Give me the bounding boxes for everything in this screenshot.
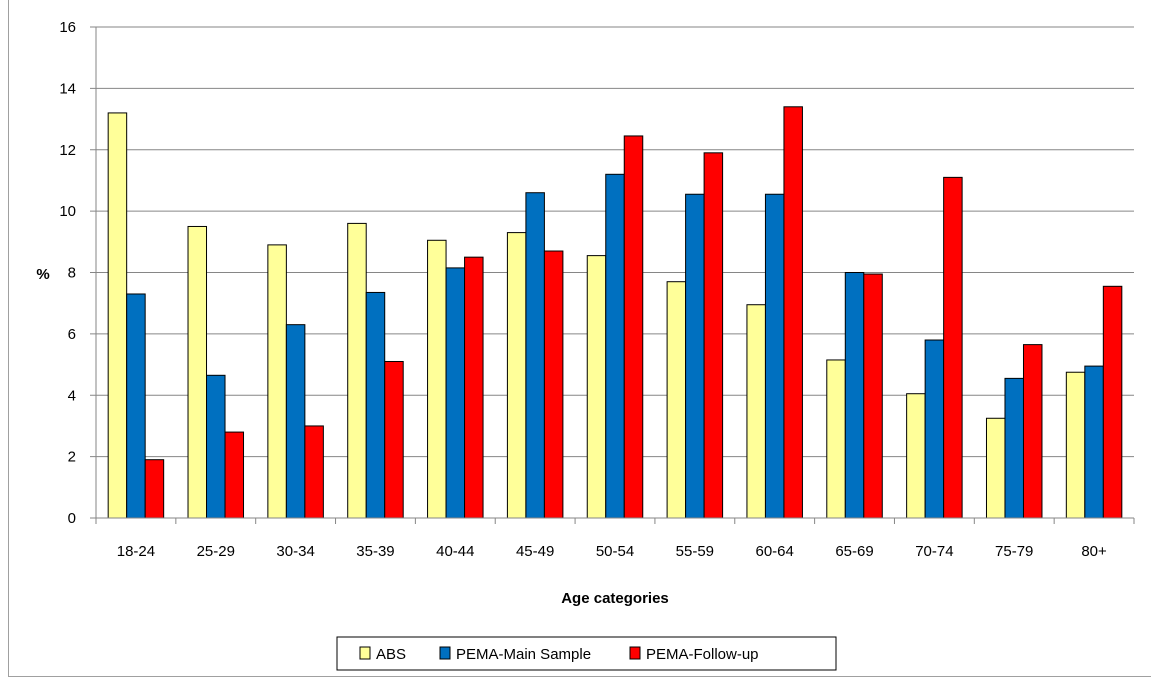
chart-frame — [8, 0, 1151, 677]
bar — [206, 374, 226, 519]
bar — [144, 459, 165, 519]
bar — [746, 304, 766, 519]
x-tick-label: 60-64 — [756, 543, 794, 560]
bar — [906, 393, 926, 519]
bar — [1084, 365, 1104, 519]
y-tick-label: 16 — [59, 19, 76, 36]
y-tick-label: 14 — [59, 80, 76, 97]
x-tick-label: 50-54 — [596, 543, 634, 560]
bar — [924, 339, 945, 519]
x-tick-label: 55-59 — [676, 543, 714, 560]
bar — [427, 239, 447, 519]
bar — [844, 272, 865, 519]
y-tick-label: 4 — [68, 387, 76, 404]
y-tick-label: 12 — [59, 142, 76, 159]
bar — [586, 255, 607, 519]
y-tick-label: 10 — [59, 203, 76, 220]
x-tick-label: 18-24 — [117, 543, 155, 560]
bar — [506, 232, 527, 519]
legend-swatch — [629, 646, 641, 660]
bar — [304, 425, 324, 519]
bar — [525, 192, 545, 519]
bar — [985, 417, 1006, 519]
y-axis-title: % — [36, 266, 49, 283]
y-tick-label: 6 — [68, 326, 76, 343]
x-tick-labels: 18-24 25-29 30-34 35-39 40-44 45-49 50-54 55-59… — [117, 543, 1107, 560]
bar — [783, 106, 803, 519]
bar — [863, 273, 883, 519]
bar — [445, 267, 466, 519]
x-tick-label: 40-44 — [436, 543, 474, 560]
bar — [107, 112, 128, 519]
x-tick-label: 65-69 — [835, 543, 873, 560]
legend-label: PEMA-Main Sample — [456, 646, 591, 663]
bar — [764, 193, 785, 519]
x-tick-label: 25-29 — [197, 543, 235, 560]
legend-label: PEMA-Follow-up — [646, 646, 759, 663]
x-tick-label: 80+ — [1081, 543, 1107, 560]
x-tick-label: 75-79 — [995, 543, 1033, 560]
x-tick-label: 35-39 — [356, 543, 394, 560]
x-axis-title: Age categories — [561, 590, 669, 607]
x-tick-label: 45-49 — [516, 543, 554, 560]
legend-swatch — [439, 646, 451, 660]
y-tick-label: 0 — [68, 510, 76, 527]
axes — [95, 27, 1134, 519]
x-tick-label: 70-74 — [915, 543, 953, 560]
y-tick-label: 8 — [68, 265, 76, 282]
bar — [464, 256, 484, 519]
bar — [685, 193, 705, 519]
bar — [826, 359, 846, 519]
bar — [703, 152, 724, 519]
bar — [666, 281, 687, 519]
bar — [126, 293, 146, 519]
bar — [187, 225, 208, 519]
bar — [224, 431, 245, 519]
x-tick-label: 30-34 — [276, 543, 314, 560]
bar — [1004, 377, 1024, 519]
bar — [1065, 371, 1086, 519]
y-tick-label: 2 — [68, 449, 76, 466]
bar — [605, 173, 625, 519]
bar — [623, 135, 644, 519]
bar — [267, 244, 287, 519]
legend-box — [336, 636, 837, 671]
y-tick-labels: 0 2 4 6 8 10 12 14 16 — [59, 19, 76, 527]
bar — [943, 176, 963, 519]
legend: ABS PEMA-Main Sample PEMA-Follow-up — [336, 636, 837, 671]
bar — [543, 250, 564, 519]
bars — [107, 106, 1123, 519]
legend-swatch — [359, 646, 371, 660]
bar — [1102, 285, 1123, 519]
bar — [365, 291, 386, 519]
bar — [1022, 344, 1043, 519]
bar — [347, 222, 367, 519]
bar — [285, 324, 306, 519]
legend-label: ABS — [376, 646, 406, 663]
bar — [384, 360, 404, 519]
